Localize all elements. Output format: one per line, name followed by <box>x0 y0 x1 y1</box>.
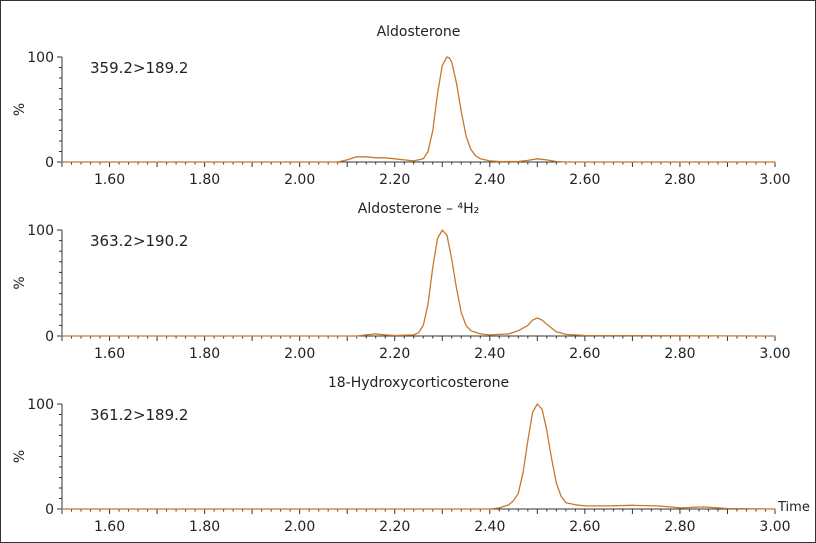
x-tick-label: 2.40 <box>474 519 505 535</box>
x-tick-label: 2.80 <box>664 172 695 188</box>
x-tick-label: 1.80 <box>189 519 220 535</box>
panel-3: 18-Hydroxycorticosterone 361.2>189.2 0 100%… <box>12 375 810 535</box>
x-tick-label: 2.80 <box>664 346 695 362</box>
y-tick-label: 0 <box>45 329 54 345</box>
x-tick-label: 2.60 <box>569 519 600 535</box>
x-tick-label: 1.80 <box>189 172 220 188</box>
x-tick-label: 2.00 <box>284 172 315 188</box>
x-tick-label: 1.60 <box>94 172 125 188</box>
chromatogram-trace <box>61 56 776 163</box>
y-tick-label: 100 <box>27 50 54 66</box>
x-tick-label: 1.60 <box>94 346 125 362</box>
x-tick-label: 2.20 <box>379 519 410 535</box>
transition-label: 363.2>190.2 <box>90 232 188 250</box>
panel-title: Aldosterone <box>377 24 461 40</box>
chromatogram-trace <box>61 229 776 337</box>
y-axis-label: % <box>12 276 28 289</box>
x-tick-label: 2.00 <box>284 346 315 362</box>
x-tick-label: 3.00 <box>759 172 790 188</box>
x-tick-label: 3.00 <box>759 519 790 535</box>
x-axis-label: Time <box>777 500 810 515</box>
x-tick-label: 1.60 <box>94 519 125 535</box>
x-tick-label: 3.00 <box>759 346 790 362</box>
y-tick-label: 100 <box>27 397 54 413</box>
x-tick-label: 2.60 <box>569 172 600 188</box>
transition-label: 361.2>189.2 <box>90 406 188 424</box>
transition-label: 359.2>189.2 <box>90 59 188 77</box>
x-tick-label: 1.80 <box>189 346 220 362</box>
chromatogram-panels: Aldosterone 359.2>189.2 0 100% 1.60 1.80 2.00 2… <box>12 24 810 535</box>
panel-title: 18-Hydroxycorticosterone <box>328 375 509 391</box>
x-tick-label: 2.40 <box>474 346 505 362</box>
x-tick-label: 2.20 <box>379 172 410 188</box>
panel-title: Aldosterone – ⁴H₂ <box>358 201 479 217</box>
y-axis-label: % <box>12 103 28 116</box>
x-tick-label: 2.20 <box>379 346 410 362</box>
chromatogram-trace <box>61 403 776 510</box>
panel-1: Aldosterone 359.2>189.2 0 100% 1.60 1.80 2.00 2… <box>12 24 791 188</box>
y-tick-label: 0 <box>45 155 54 171</box>
x-tick-label: 2.00 <box>284 519 315 535</box>
x-tick-label: 2.40 <box>474 172 505 188</box>
y-axis-label: % <box>12 450 28 463</box>
x-tick-label: 2.60 <box>569 346 600 362</box>
panel-2: Aldosterone – ⁴H₂ 363.2>190.2 0 100% 1.60 1.8… <box>12 201 791 362</box>
y-tick-label: 0 <box>45 502 54 518</box>
x-tick-label: 2.80 <box>664 519 695 535</box>
y-tick-label: 100 <box>27 223 54 239</box>
